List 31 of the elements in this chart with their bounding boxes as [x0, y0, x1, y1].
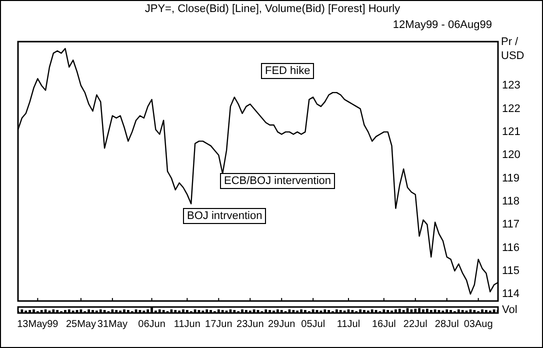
chart-title: JPY=, Close(Bid) [Line], Volume(Bid) [Forest] Hourly [144, 3, 402, 15]
x-tick-label: 29Jun [268, 318, 296, 330]
y-tick-label: 117 [502, 218, 520, 231]
x-tick-label: 03Aug [464, 318, 493, 330]
y-tick-label: 123 [502, 80, 520, 92]
annotation: ECB/BOJ intervention [220, 173, 335, 189]
x-tick-label: 17Jun [205, 318, 232, 330]
y-axis-title: Pr / USD [501, 35, 526, 63]
annotation: BOJ intrvention [183, 208, 266, 224]
y-tick-label: 118 [502, 195, 520, 208]
y-tick-label: 116 [502, 242, 520, 254]
y-tick-label: 119 [502, 172, 520, 184]
annotation: FED hike [261, 63, 314, 79]
x-tick-label: 23Jun [236, 318, 264, 330]
y-tick-label: 121 [502, 126, 520, 138]
x-tick-label: 11Jun [174, 318, 200, 330]
x-tick-label: 05Jul [301, 318, 326, 330]
x-tick-label: 13May99 [17, 318, 59, 330]
y-tick-label: 114 [502, 288, 520, 300]
y-axis-title: Vol [502, 304, 518, 316]
chart-subtitle: 12May99 - 06Aug99 [392, 19, 492, 31]
x-tick-label: 22Jul [403, 318, 428, 330]
x-tick-label: 16Jul [372, 318, 396, 330]
x-tick-label: 25May [66, 318, 96, 330]
x-tick-label: 11Jul [336, 318, 360, 330]
y-tick-label: 122 [502, 102, 520, 115]
y-tick-label: 120 [502, 149, 520, 162]
x-tick-label: 28Jul [434, 318, 459, 330]
y-tick-label: 115 [502, 264, 520, 277]
x-tick-label: 31May [97, 318, 128, 330]
x-tick-label: 06Jun [138, 318, 166, 330]
